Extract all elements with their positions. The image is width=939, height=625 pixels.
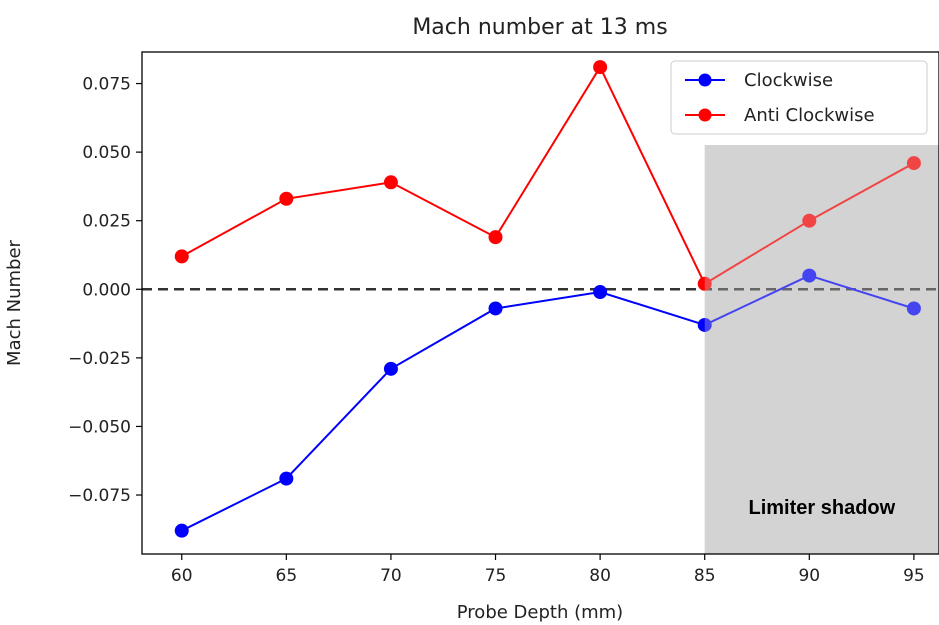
y-tick-label: −0.075 (68, 486, 131, 506)
x-tick-label: 90 (798, 566, 820, 586)
data-point-clockwise (383, 361, 398, 376)
data-point-clockwise (488, 301, 503, 316)
series-line-clockwise (181, 274, 915, 532)
series-line-anti-clockwise (181, 65, 915, 286)
legend-marker-anti-clockwise (698, 108, 712, 122)
legend-marker-clockwise (698, 73, 712, 87)
data-point-anti-clockwise (802, 213, 817, 228)
data-point-clockwise (906, 301, 921, 316)
x-tick-label: 60 (171, 566, 193, 586)
y-tick-label: 0.025 (82, 212, 131, 232)
data-point-clockwise (802, 268, 817, 283)
legend-label-clockwise: Clockwise (744, 70, 833, 91)
plot-area-frame (141, 51, 939, 555)
x-tick-label: 70 (380, 566, 402, 586)
data-point-anti-clockwise (279, 191, 294, 206)
y-tick-label: −0.025 (68, 349, 131, 369)
data-point-anti-clockwise (593, 60, 608, 75)
x-tick-label: 65 (276, 566, 298, 586)
y-tick-label: −0.050 (68, 417, 131, 437)
data-point-anti-clockwise (488, 230, 503, 245)
data-point-anti-clockwise (906, 156, 921, 171)
data-point-clockwise (593, 285, 608, 300)
data-point-clockwise (279, 471, 294, 486)
x-tick-label: 80 (589, 566, 611, 586)
x-tick-label: 75 (485, 566, 507, 586)
data-point-clockwise (697, 317, 712, 332)
chart-title: Mach number at 13 ms (412, 15, 667, 40)
x-tick-label: 85 (694, 566, 716, 586)
y-tick-label: 0.050 (82, 143, 131, 163)
limiter-shadow-label: Limiter shadow (749, 497, 896, 519)
data-point-anti-clockwise (174, 249, 189, 264)
legend-label-anti-clockwise: Anti Clockwise (744, 105, 875, 126)
data-point-anti-clockwise (383, 175, 398, 190)
legend-box (670, 60, 928, 135)
y-tick-label: 0.000 (82, 280, 131, 300)
x-axis-label: Probe Depth (mm) (457, 602, 623, 623)
limiter-shadow-overlay (704, 145, 939, 554)
data-point-anti-clockwise (697, 276, 712, 291)
y-tick-label: 0.075 (82, 75, 131, 95)
data-point-clockwise (174, 523, 189, 538)
x-tick-label: 95 (903, 566, 925, 586)
y-axis-label: Mach Number (4, 239, 25, 365)
legend: Clockwise Anti Clockwise (670, 60, 928, 135)
